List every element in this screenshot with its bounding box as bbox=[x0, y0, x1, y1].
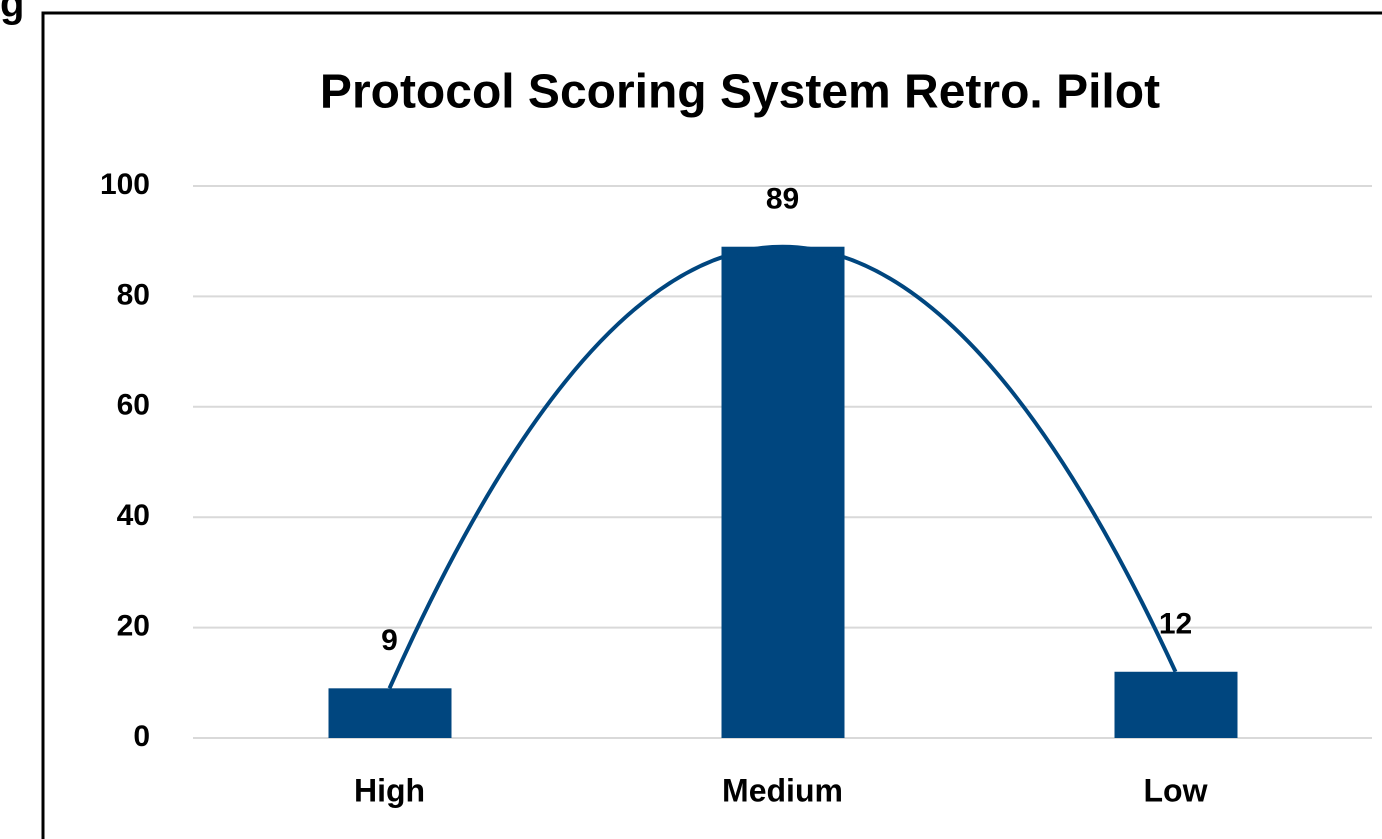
y-tick-label: 80 bbox=[117, 278, 150, 311]
y-tick-label: 60 bbox=[117, 389, 150, 422]
y-tick-label: 100 bbox=[100, 168, 150, 201]
y-tick-label: 0 bbox=[133, 720, 150, 753]
caption: g bbox=[0, 0, 24, 26]
chart-title: Protocol Scoring System Retro. Pilot bbox=[320, 66, 1160, 119]
data-label: 12 bbox=[1159, 608, 1192, 641]
y-tick-label: 20 bbox=[117, 610, 150, 643]
y-tick-label: 40 bbox=[117, 499, 150, 532]
bar bbox=[1114, 671, 1238, 738]
frame bbox=[41, 11, 1382, 839]
bar bbox=[328, 688, 452, 738]
data-label: 9 bbox=[381, 624, 398, 657]
x-tick-label: Low bbox=[1144, 772, 1208, 808]
x-tick-label: High bbox=[354, 772, 425, 808]
trend-line bbox=[387, 244, 1178, 690]
x-tick-label: Medium bbox=[722, 772, 843, 808]
data-label: 89 bbox=[766, 183, 799, 216]
bar bbox=[721, 246, 845, 738]
